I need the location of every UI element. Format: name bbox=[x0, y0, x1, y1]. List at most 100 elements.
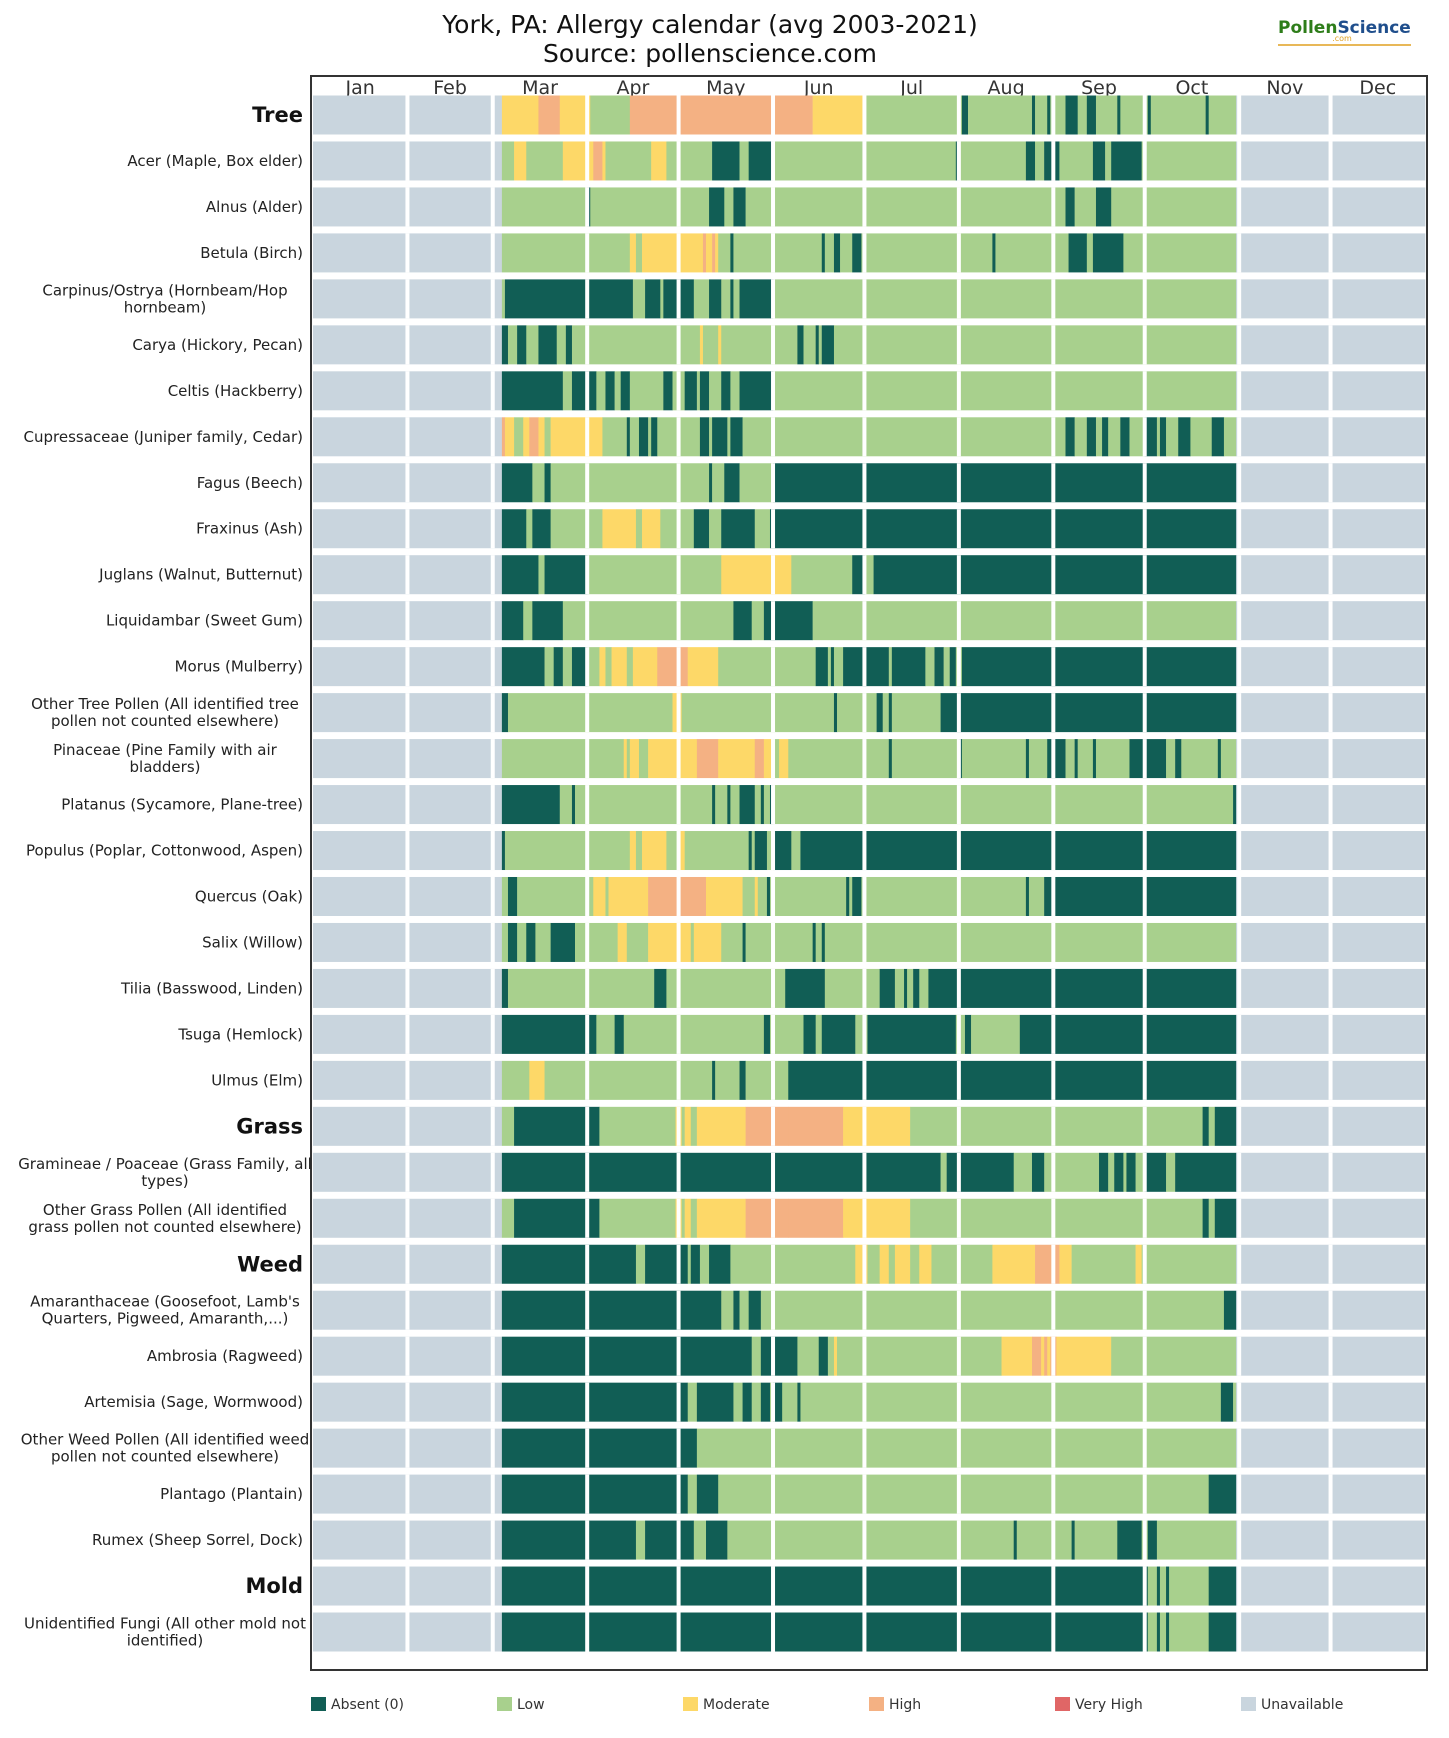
segment-moderate bbox=[879, 1244, 890, 1284]
month-separator bbox=[676, 141, 681, 181]
month-separator bbox=[956, 1612, 961, 1652]
row-label-plantago-plantain: Plantago (Plantain) bbox=[160, 1485, 303, 1503]
segment-absent bbox=[620, 371, 631, 411]
segment-absent bbox=[730, 417, 743, 457]
segment-absent bbox=[501, 1566, 1149, 1606]
month-separator bbox=[1142, 968, 1147, 1008]
segment-moderate bbox=[504, 417, 515, 457]
segment-low bbox=[544, 647, 554, 687]
month-separator bbox=[1237, 279, 1242, 319]
month-separator bbox=[956, 279, 961, 319]
category-label-mold: Mold bbox=[245, 1574, 303, 1598]
month-separator bbox=[1142, 141, 1147, 181]
segment-low bbox=[690, 1106, 698, 1146]
segment-moderate bbox=[715, 233, 719, 273]
segment-absent bbox=[1071, 1520, 1075, 1560]
segment-low bbox=[891, 693, 941, 733]
month-separator bbox=[1142, 233, 1147, 273]
segment-moderate bbox=[1041, 1336, 1045, 1376]
row-label-tilia-basswood-linden: Tilia (Basswood, Linden) bbox=[120, 979, 303, 997]
month-separator bbox=[676, 509, 681, 549]
month-separator bbox=[490, 1566, 495, 1606]
segment-absent bbox=[1086, 95, 1097, 135]
month-separator bbox=[862, 233, 867, 273]
segment-absent bbox=[748, 831, 753, 871]
segment-low bbox=[833, 325, 1237, 365]
segment-low bbox=[803, 325, 816, 365]
segment-low bbox=[526, 325, 539, 365]
row-populus-poplar-cottonwood-aspen bbox=[313, 831, 1426, 871]
segment-absent bbox=[1047, 95, 1051, 135]
segment-low bbox=[523, 601, 533, 641]
segment-absent bbox=[517, 325, 527, 365]
month-separator bbox=[862, 693, 867, 733]
month-separator bbox=[676, 463, 681, 503]
segment-moderate bbox=[642, 233, 704, 273]
segment-low bbox=[1169, 1566, 1209, 1606]
segment-absent bbox=[815, 325, 820, 365]
month-separator bbox=[585, 831, 590, 871]
segment-low bbox=[666, 141, 713, 181]
month-separator bbox=[771, 1152, 776, 1192]
segment-low bbox=[1141, 141, 1237, 181]
pollenscience-logo[interactable]: PollenScience .com bbox=[1278, 18, 1411, 46]
month-separator bbox=[1051, 601, 1056, 641]
month-separator bbox=[862, 1152, 867, 1192]
segment-low bbox=[556, 325, 567, 365]
segment-low bbox=[739, 463, 774, 503]
month-label-jan: Jan bbox=[345, 77, 375, 99]
month-separator bbox=[862, 1566, 867, 1606]
segment-absent bbox=[684, 371, 698, 411]
month-separator bbox=[956, 1060, 961, 1100]
row-morus-mulberry bbox=[313, 647, 1426, 687]
month-separator bbox=[1328, 141, 1333, 181]
segment-low bbox=[727, 417, 731, 457]
segment-low bbox=[773, 279, 1237, 319]
month-separator bbox=[862, 968, 867, 1008]
month-separator bbox=[771, 1612, 776, 1652]
segment-absent bbox=[812, 922, 816, 962]
month-separator bbox=[1237, 601, 1242, 641]
month-separator bbox=[1237, 739, 1242, 779]
month-separator bbox=[405, 417, 410, 457]
row-fraxinus-ash bbox=[313, 509, 1426, 549]
month-separator bbox=[676, 1336, 681, 1376]
month-separator bbox=[676, 95, 681, 135]
segment-low bbox=[587, 647, 600, 687]
segment-moderate bbox=[1059, 1244, 1072, 1284]
segment-low bbox=[1166, 1152, 1176, 1192]
segment-absent bbox=[867, 1014, 957, 1054]
segment-absent bbox=[1129, 739, 1167, 779]
month-separator bbox=[405, 95, 410, 135]
logo-text-com: .com bbox=[1332, 34, 1352, 43]
month-separator bbox=[1142, 785, 1147, 825]
segment-absent bbox=[553, 647, 564, 687]
legend-item-very-high: Very High bbox=[1055, 1697, 1143, 1713]
month-separator bbox=[676, 1014, 681, 1054]
month-separator bbox=[676, 1382, 681, 1422]
month-label-may: May bbox=[706, 77, 745, 99]
segment-absent bbox=[706, 1520, 728, 1560]
segment-high bbox=[788, 1106, 844, 1146]
month-separator bbox=[1142, 647, 1147, 687]
segment-low bbox=[635, 1520, 646, 1560]
segment-low bbox=[1223, 417, 1237, 457]
month-separator bbox=[490, 279, 495, 319]
segment-low bbox=[815, 922, 823, 962]
month-separator bbox=[585, 1612, 590, 1652]
month-separator bbox=[956, 968, 961, 1008]
segment-low bbox=[507, 325, 518, 365]
segment-absent bbox=[1144, 417, 1158, 457]
month-separator bbox=[1142, 417, 1147, 457]
month-separator bbox=[405, 371, 410, 411]
segment-absent bbox=[1102, 417, 1109, 457]
month-separator bbox=[1051, 785, 1056, 825]
segment-low bbox=[1208, 1198, 1216, 1238]
segment-absent bbox=[1208, 1612, 1237, 1652]
segment-absent bbox=[821, 325, 835, 365]
legend-label: Unavailable bbox=[1261, 1697, 1343, 1713]
month-separator bbox=[862, 1612, 867, 1652]
segment-moderate bbox=[678, 831, 685, 871]
month-separator bbox=[585, 233, 590, 273]
segment-moderate bbox=[642, 831, 667, 871]
